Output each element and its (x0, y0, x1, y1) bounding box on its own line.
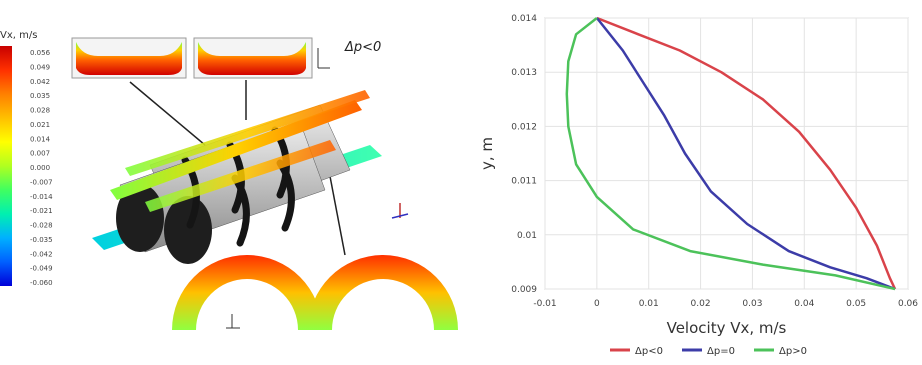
chart-legend: Δp<0 Δp=0 Δp>0 (610, 346, 807, 357)
x-tick-label: 0 (594, 299, 600, 309)
y-tick-label: 0.01 (517, 231, 537, 241)
colorbar-ticks: 0.056 0.049 0.042 0.035 0.028 0.021 0.014 0.007… (30, 49, 53, 287)
y-tick-label: 0.013 (511, 68, 537, 78)
colorbar-tick-label: 0.000 (30, 164, 50, 172)
colorbar-tick-label: -0.049 (30, 265, 53, 273)
series-line (596, 16, 897, 290)
twin-screw-assembly (92, 90, 409, 264)
velocity-chart-svg: -0.01 0 0.01 0.02 0.03 0.04 0.05 0.06 0.009 0.01… (478, 14, 918, 357)
legend-label: Δp<0 (635, 346, 663, 357)
legend-label: Δp=0 (707, 346, 735, 357)
x-tick-label: 0.04 (794, 299, 814, 309)
y-axis-ticks: 0.009 0.01 0.011 0.012 0.013 0.014 (511, 14, 537, 295)
series-line (565, 17, 896, 291)
colorbar-title: Vx, m/s (0, 30, 37, 41)
series-line (595, 17, 896, 291)
colorbar-tick-label: -0.021 (30, 207, 53, 215)
colorbar-tick-label: 0.028 (30, 107, 50, 115)
colorbar-tick-label: -0.060 (30, 279, 53, 287)
colorbar-tick-label: -0.035 (30, 236, 53, 244)
cross-section-arches (172, 255, 458, 330)
chart-grid (544, 17, 909, 290)
colorbar-tick-label: 0.049 (30, 63, 50, 71)
x-tick-label: 0.02 (691, 299, 711, 309)
chart-series (565, 16, 897, 291)
colorbar-tick-label: 0.042 (30, 78, 50, 86)
x-axis-label: Velocity Vx, m/s (667, 319, 787, 337)
velocity-profile-chart: -0.01 0 0.01 0.02 0.03 0.04 0.05 0.06 0.009 0.01… (470, 0, 922, 361)
y-tick-label: 0.009 (511, 285, 537, 295)
y-axis-label: y, m (478, 137, 496, 170)
x-axis-ticks: -0.01 0 0.01 0.02 0.03 0.04 0.05 0.06 (533, 299, 918, 309)
colorbar: Vx, m/s 0.0560.0490.0420.0350.0280.0210.… (0, 30, 53, 287)
x-tick-label: 0.06 (898, 299, 918, 309)
colorbar-tick-label: 0.021 (30, 121, 50, 129)
y-tick-label: 0.012 (511, 122, 537, 132)
colorbar-tick-label: 0.007 (30, 150, 50, 158)
x-tick-label: 0.01 (639, 299, 659, 309)
pressure-label: Δp<0 (344, 40, 381, 55)
y-tick-label: 0.011 (511, 177, 537, 187)
cross-section-inset-left (71, 37, 187, 79)
cross-section-inset-right (193, 37, 330, 79)
colorbar-tick-label: -0.042 (30, 250, 53, 258)
colorbar-tick-label: 0.014 (30, 135, 51, 143)
colorbar-tick-label: 0.056 (30, 49, 51, 57)
plot-area (544, 17, 909, 290)
legend-label: Δp>0 (779, 346, 807, 357)
colorbar-tick-label: -0.014 (30, 193, 53, 201)
colorbar-tick-label: -0.007 (30, 178, 53, 186)
x-tick-label: 0.05 (846, 299, 866, 309)
x-tick-label: 0.03 (742, 299, 762, 309)
colorbar-tick-label: 0.035 (30, 92, 50, 100)
simulation-figure: Vx, m/s 0.056 0.049 0.042 0.035 0.028 0.021 0.… (0, 30, 458, 330)
colorbar-tick-label: -0.028 (30, 222, 53, 230)
colorbar-bar (0, 46, 12, 286)
x-tick-label: -0.01 (533, 299, 556, 309)
y-tick-label: 0.014 (511, 14, 537, 24)
simulation-figure-svg: Vx, m/s 0.0560.0490.0420.0350.0280.0210.… (0, 30, 458, 330)
